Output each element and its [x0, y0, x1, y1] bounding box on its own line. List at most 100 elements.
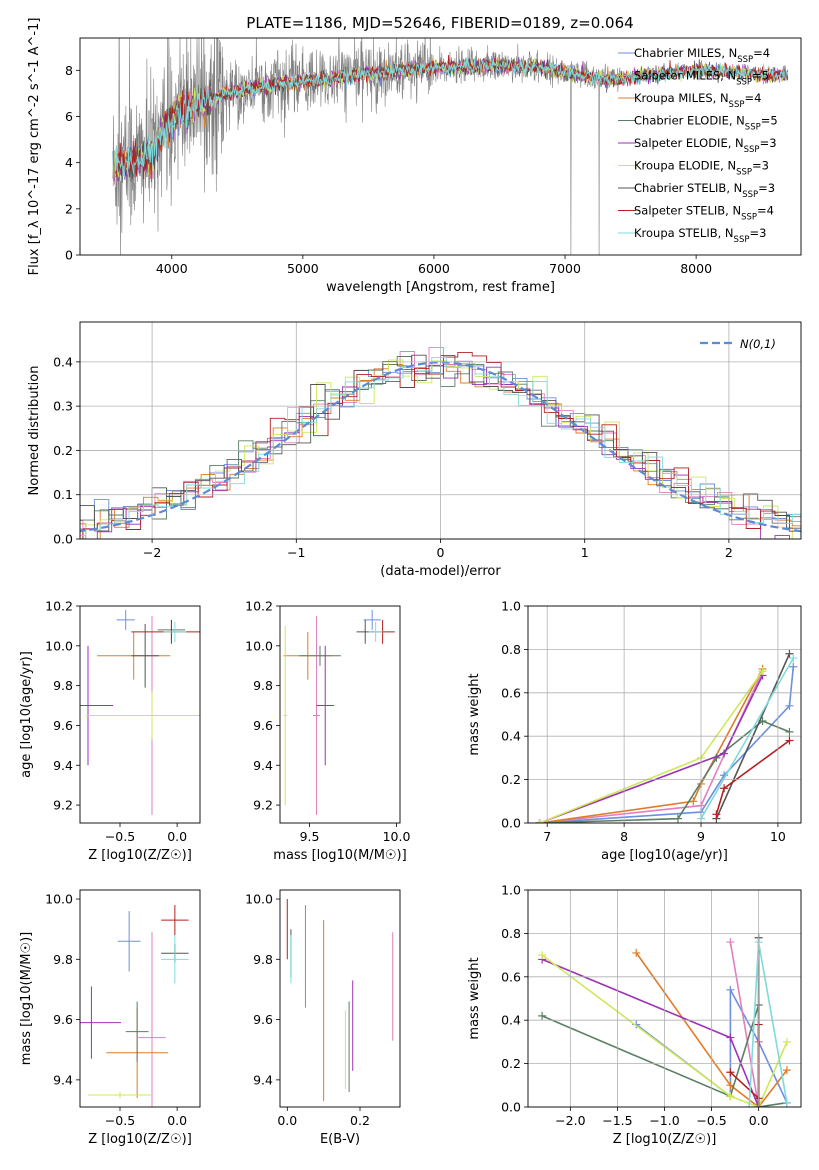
errorbar-salpeter-elodie [80, 645, 114, 766]
y-tick-label: 0.8 [501, 642, 521, 657]
mass-vs-ebv-axes-frame [279, 889, 401, 1108]
errorbar-chabrier-miles [117, 911, 141, 972]
y-tick-label: 0.0 [53, 532, 73, 547]
x-tick-label: 9.5 [300, 829, 320, 844]
panel-weight-vs-age: 7 8 9 10 0.0 0.2 0.4 0.6 0.8 1.0 age [log10(age/yr… [467, 599, 802, 863]
y-axis-label: age [log10(age/yr)] [19, 651, 34, 778]
errorbar-kroupa-stelib [163, 621, 187, 642]
y-tick-label: 10.0 [245, 638, 273, 653]
y-tick-label: 6 [65, 109, 73, 124]
x-tick-label: 0.2 [350, 1113, 370, 1128]
y-tick-label: 0.0 [501, 816, 521, 831]
y-axis-label: mass [log10(M/M☉)] [19, 932, 34, 1065]
x-tick-label: 2 [725, 545, 733, 560]
y-tick-label: 9.8 [253, 952, 273, 967]
weight-marker [538, 951, 547, 960]
x-tick-label: 4000 [156, 261, 188, 276]
y-tick-label: 0.6 [501, 685, 521, 700]
weight-marker [785, 736, 794, 745]
y-tick-label: 9.8 [53, 678, 73, 693]
y-tick-label: 8 [65, 63, 73, 78]
y-tick-label: 0.0 [501, 1100, 521, 1115]
x-axis-label: E(B-V) [320, 1132, 360, 1147]
errorbar-kroupa-stelib [161, 935, 189, 984]
errorbar-salpeter-elodie [80, 986, 122, 1059]
x-tick-label: 8000 [680, 261, 712, 276]
errorbar-salpeter-miles [138, 932, 166, 1107]
errorbar-kroupa-elodie [283, 625, 287, 806]
residuals-legend: N(0,1) [700, 337, 776, 351]
x-tick-label: 0 [437, 545, 445, 560]
errorbar-salpeter-elodie [316, 645, 334, 766]
y-tick-label: 10.0 [45, 638, 73, 653]
y-axis-label: mass weight [467, 957, 482, 1039]
mass-vs-z-axes-frame [79, 889, 201, 1108]
x-tick-label: 5000 [287, 261, 319, 276]
model-salpeter-stelib [115, 54, 788, 180]
y-tick-label: 0.4 [501, 1013, 521, 1028]
weight-marker [785, 727, 794, 736]
x-axis-label: Z [log10(Z/Z☉)] [88, 848, 192, 863]
x-tick-label: −1 [287, 545, 305, 560]
errorbar-salpeter-stelib [161, 905, 189, 936]
y-tick-label: 1.0 [501, 883, 521, 898]
mass-vs-ebv-plot-area [286, 899, 394, 1101]
y-tick-label: 9.8 [253, 678, 273, 693]
y-tick-label: 9.6 [53, 718, 73, 733]
weight-marker [726, 1068, 735, 1077]
y-tick-label: 4 [65, 155, 73, 170]
weight-marker [726, 1092, 735, 1101]
weight-marker [720, 749, 729, 758]
panel-mass-vs-ebv: 0.0 0.2 9.4 9.6 9.8 10.0 E(B-V) [245, 889, 401, 1147]
errorbar-salpeter-miles [313, 615, 320, 816]
y-tick-label: 0.1 [53, 487, 73, 502]
y-tick-label: 10.0 [245, 892, 273, 907]
histogram-salpeter-stelib [80, 351, 801, 539]
y-tick-label: 9.6 [253, 718, 273, 733]
weight-marker [789, 654, 798, 663]
weight-marker [712, 810, 721, 819]
errorbar-chabrier-miles [363, 609, 381, 630]
weight-marker [726, 1033, 735, 1042]
weight-line-salpeter-elodie [541, 958, 760, 1107]
weight-vs-z-axes-frame [527, 889, 802, 1108]
x-tick-label: −0.5 [105, 1113, 135, 1128]
weight-marker [782, 1037, 791, 1046]
weight-line-salpeter-elodie [539, 675, 764, 823]
spectrum-axes-frame [79, 37, 802, 256]
y-tick-label: 10.2 [45, 599, 73, 614]
weight-marker [538, 1011, 547, 1020]
residuals-axes-frame [79, 321, 802, 540]
y-tick-label: 9.6 [53, 1012, 73, 1027]
x-tick-label: 1 [581, 545, 589, 560]
weight-marker [789, 662, 798, 671]
x-tick-label: −1.0 [649, 1113, 679, 1128]
weight-marker [782, 1066, 791, 1075]
legend-entry: Chabrier ELODIE, NSSP=5 [634, 114, 778, 133]
y-tick-label: 0 [65, 248, 73, 263]
weight-line-kroupa-elodie [541, 954, 788, 1107]
errorbar-kroupa-stelib [368, 621, 383, 642]
weight-marker [726, 938, 735, 947]
spectrum-title: PLATE=1186, MJD=52646, FIBERID=0189, z=0… [246, 14, 633, 32]
y-tick-label: 0.2 [501, 772, 521, 787]
errorbar-chabrier-elodie [299, 645, 341, 666]
weight-vs-age-plot-area [535, 649, 798, 823]
y-tick-label: 0.6 [501, 969, 521, 984]
weight-marker [782, 1098, 791, 1107]
panel-weight-vs-z: −2.0 −1.5 −1.0 −0.5 0.0 0.0 0.2 0.4 0.6 0.8 1.0 Z [… [467, 883, 802, 1147]
x-tick-label: 0.0 [167, 829, 187, 844]
x-tick-label: −1.5 [602, 1113, 632, 1128]
y-tick-label: 9.2 [253, 798, 273, 813]
y-tick-label: 0.4 [501, 729, 521, 744]
y-tick-label: 0.8 [501, 926, 521, 941]
x-tick-label: 10 [770, 829, 786, 844]
spectrum-plot-area [112, 38, 789, 255]
errorbar-chabrier-elodie [125, 1001, 149, 1062]
y-tick-label: 0.3 [53, 399, 73, 414]
x-tick-label: −2.0 [555, 1113, 585, 1128]
panel-age-vs-z: −0.5 0.0 9.2 9.4 9.6 9.8 10.0 10.2 Z [log10(Z/Z☉… [19, 599, 201, 863]
weight-marker [720, 784, 729, 793]
weight-line-kroupa-miles [539, 668, 764, 823]
panel-residuals: −2 −1 0 1 2 0.0 0.1 0.2 0.3 0.4 (data-model)/error… [27, 321, 802, 579]
